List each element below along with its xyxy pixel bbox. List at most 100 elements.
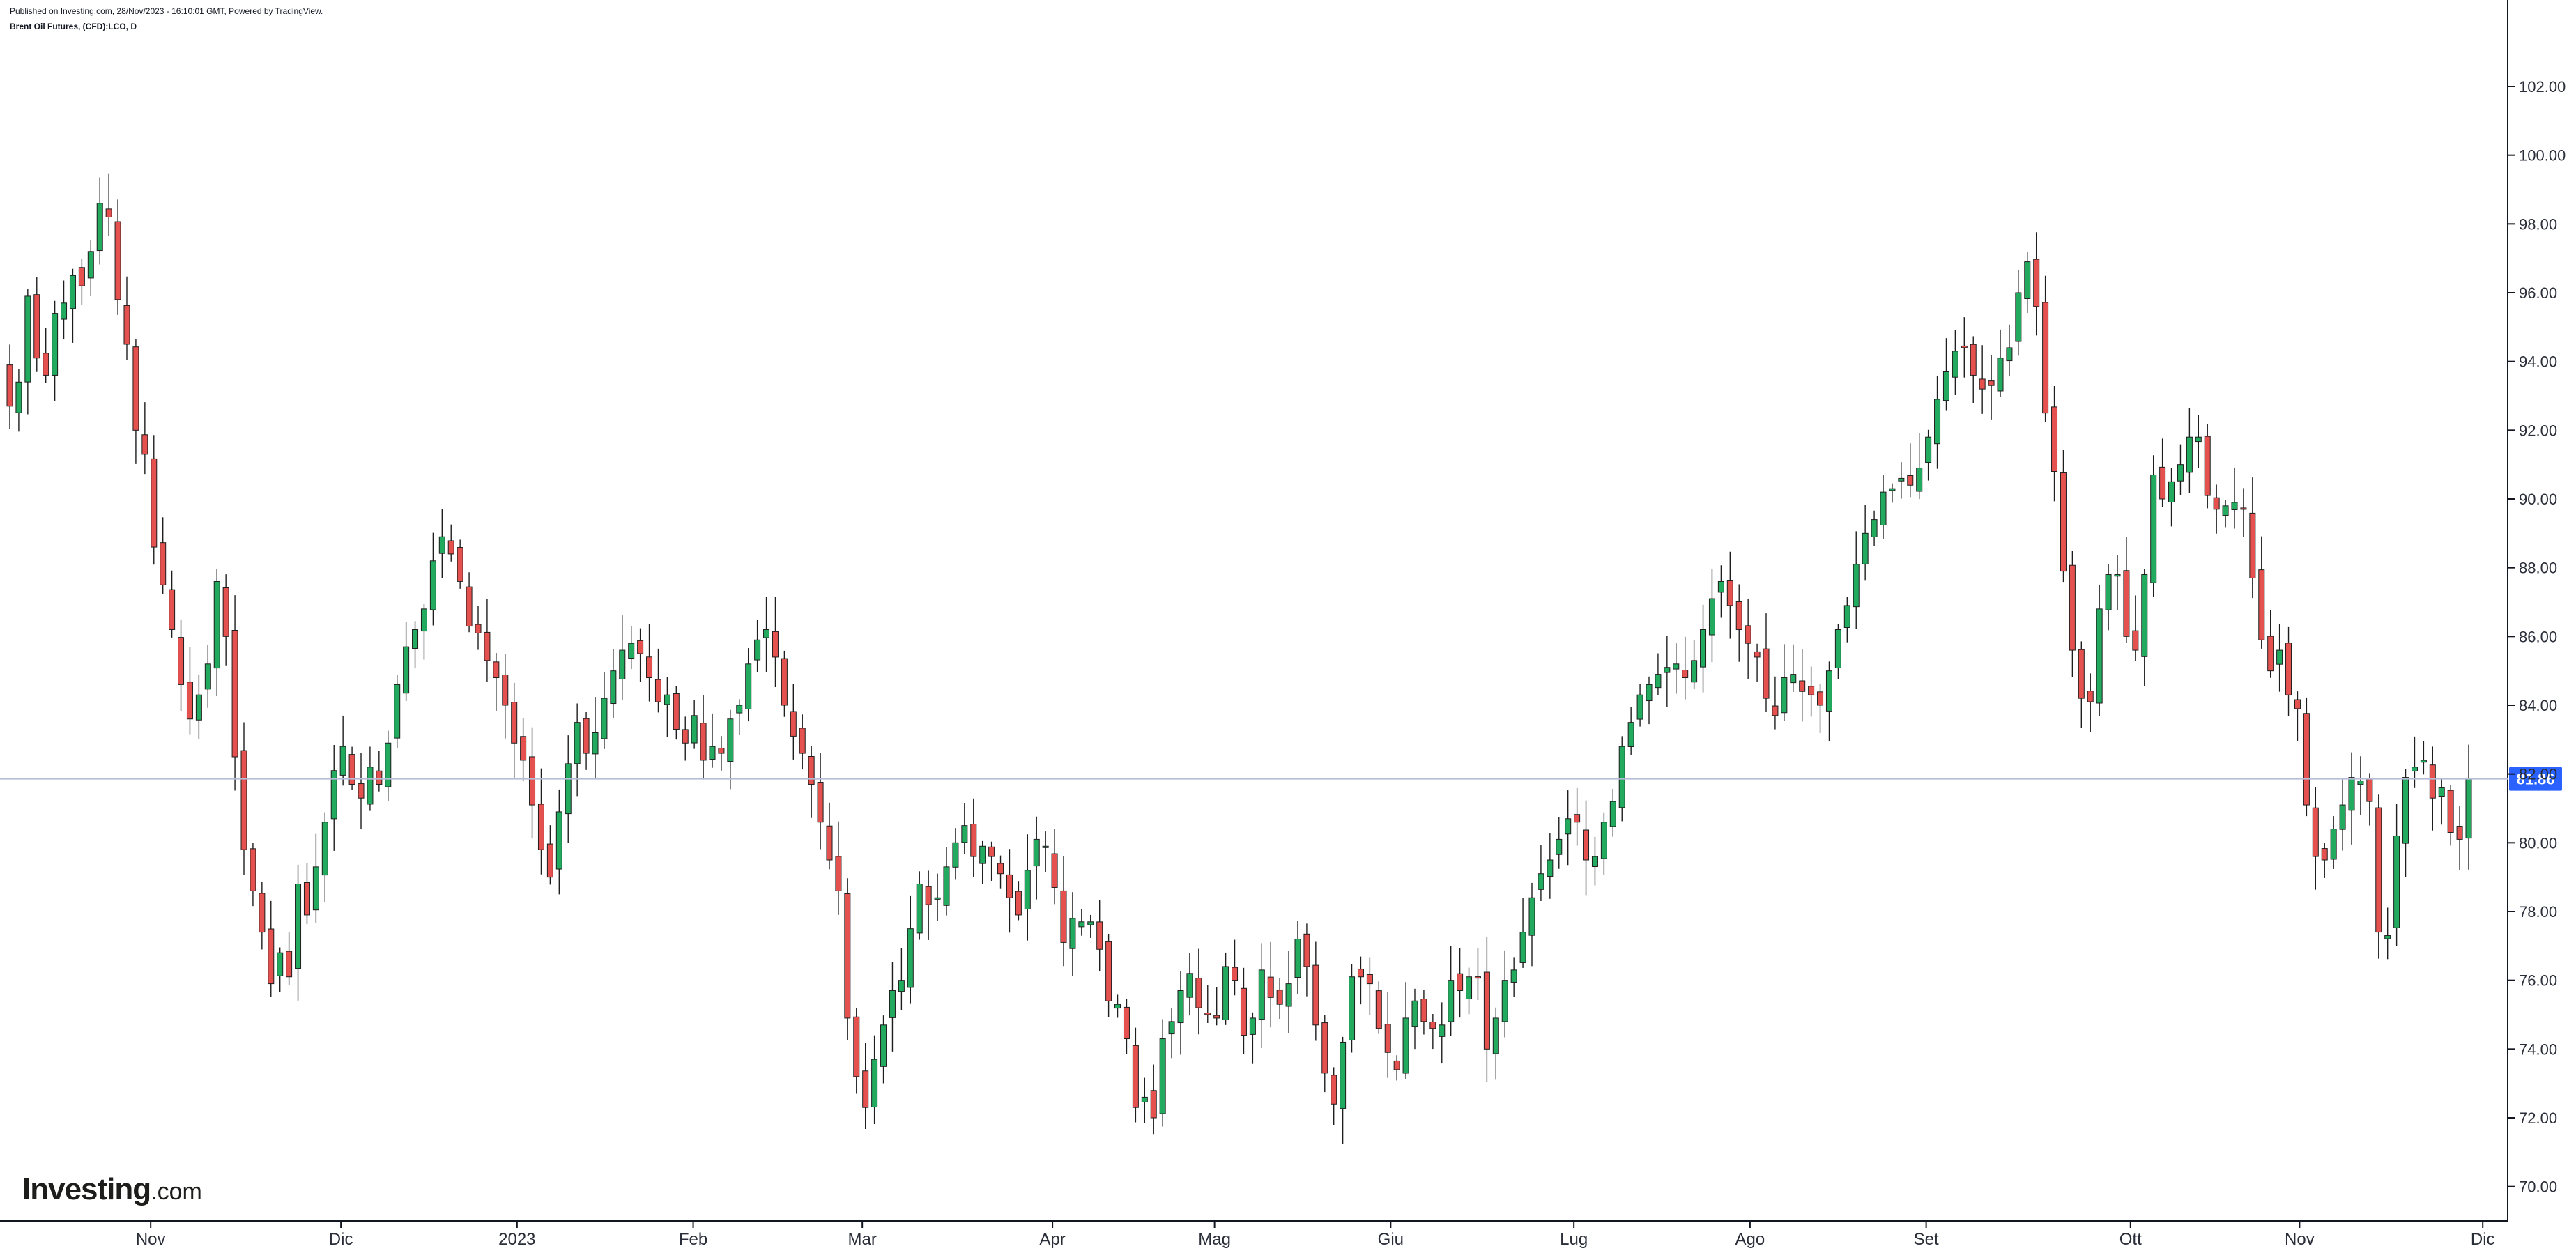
candle	[1069, 892, 1076, 976]
candle	[61, 280, 68, 340]
candle-body-down	[2240, 507, 2247, 510]
candle	[52, 300, 59, 401]
price-tick-label: 102.00	[2519, 78, 2566, 95]
candle-body-down	[1970, 344, 1977, 376]
candle-body-down	[1006, 874, 1013, 898]
candle	[727, 709, 734, 790]
candle	[2393, 804, 2400, 946]
candle	[1483, 937, 1490, 1082]
candle	[1717, 565, 1724, 618]
candle	[2438, 778, 2445, 825]
candle-body-down	[2069, 564, 2076, 651]
candle	[1232, 939, 1239, 996]
candle	[186, 647, 193, 735]
candle-body-up	[87, 251, 94, 279]
candle-body-down	[1366, 974, 1373, 985]
candle	[1492, 1007, 1499, 1080]
candle	[15, 369, 22, 432]
candle-body-down	[222, 587, 229, 637]
candle	[2375, 794, 2382, 959]
candle	[546, 825, 553, 885]
candle	[6, 344, 13, 429]
candle-body-up	[2114, 574, 2121, 577]
candle-body-down	[2060, 472, 2067, 572]
candle	[1583, 800, 1590, 896]
candle	[2339, 779, 2346, 851]
candle-body-up	[1114, 1004, 1121, 1009]
candle-body-up	[2222, 505, 2229, 516]
candle	[862, 1043, 869, 1130]
candle	[1267, 941, 1274, 1028]
candle	[988, 841, 995, 881]
candle-body-up	[1069, 918, 1076, 949]
candle-body-up	[438, 536, 445, 554]
candle-body-down	[268, 928, 275, 985]
candle-body-down	[33, 294, 40, 359]
candle-body-up	[1294, 938, 1301, 978]
candle-body-up	[2402, 777, 2409, 844]
candle	[1429, 1013, 1436, 1050]
candle	[2231, 467, 2238, 529]
candle-body-up	[1177, 990, 1184, 1024]
candle	[943, 847, 950, 916]
candle	[303, 863, 310, 924]
candle	[259, 881, 266, 950]
candle	[700, 695, 707, 780]
time-tick-label: Giu	[1378, 1230, 1404, 1249]
candle-body-up	[394, 684, 401, 739]
candle	[2186, 408, 2193, 493]
candle	[1600, 812, 1607, 875]
candle-body-up	[1411, 1000, 1418, 1027]
candle	[2411, 736, 2418, 788]
candle	[33, 277, 40, 372]
candle	[1528, 882, 1535, 967]
candle-body-up	[1853, 564, 1860, 608]
candle	[1060, 856, 1067, 967]
candle	[2402, 769, 2409, 877]
candle	[1439, 1002, 1446, 1064]
candle	[754, 620, 761, 672]
candle	[2087, 673, 2094, 733]
candle	[1105, 933, 1112, 1017]
candle	[2015, 270, 2022, 356]
candle	[925, 870, 932, 940]
candle-body-up	[295, 884, 302, 969]
candle-body-down	[1331, 1075, 1337, 1105]
candle-body-up	[1717, 581, 1724, 593]
candle-body-up	[1934, 399, 1941, 445]
candle	[1024, 834, 1031, 941]
candle-body-up	[2357, 781, 2364, 785]
time-tick-label: Feb	[679, 1230, 707, 1249]
candle-body-up	[1843, 605, 1850, 629]
candle	[1033, 816, 1040, 900]
candle-body-up	[69, 275, 76, 309]
candle	[1375, 981, 1382, 1034]
candle-body-down	[1195, 978, 1202, 1008]
candle-body-down	[2312, 807, 2319, 857]
candle-body-up	[2141, 574, 2148, 657]
candle	[466, 572, 473, 633]
candle	[1691, 640, 1698, 690]
candle	[574, 703, 581, 797]
candle-body-down	[1420, 999, 1427, 1022]
candle-body-down	[529, 756, 536, 806]
candle	[1763, 613, 1770, 712]
candle-body-up	[1402, 1017, 1409, 1074]
candle	[1321, 1015, 1328, 1093]
candle-body-up	[1871, 519, 1878, 537]
candle	[2195, 415, 2202, 468]
candle-body-down	[250, 848, 256, 891]
candle-body-down	[862, 1070, 869, 1108]
candle	[1096, 900, 1103, 971]
candle-body-up	[1168, 1021, 1175, 1035]
time-tick-label: Dic	[329, 1230, 353, 1249]
candle-body-down	[78, 267, 85, 286]
candle	[403, 622, 410, 701]
candle	[420, 604, 427, 660]
candle	[745, 648, 752, 722]
candle	[1078, 909, 1085, 936]
candle	[799, 714, 806, 770]
candle	[654, 648, 661, 713]
candle	[880, 1015, 887, 1084]
